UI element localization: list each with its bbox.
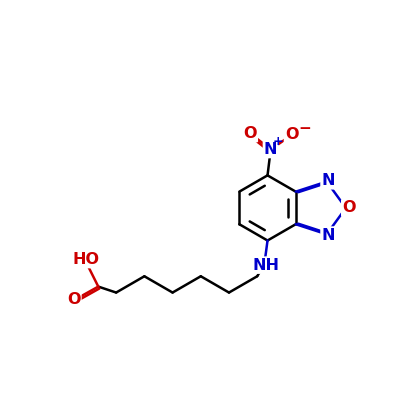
Text: O: O — [67, 292, 80, 307]
Text: N: N — [264, 142, 278, 157]
Text: N: N — [322, 173, 335, 188]
Text: NH: NH — [253, 258, 280, 273]
Text: N: N — [322, 228, 335, 242]
Text: O: O — [243, 126, 257, 141]
Text: O: O — [285, 127, 298, 142]
Text: HO: HO — [73, 252, 100, 267]
Text: +: + — [273, 135, 284, 148]
Text: −: − — [299, 121, 312, 136]
Text: O: O — [342, 200, 356, 216]
